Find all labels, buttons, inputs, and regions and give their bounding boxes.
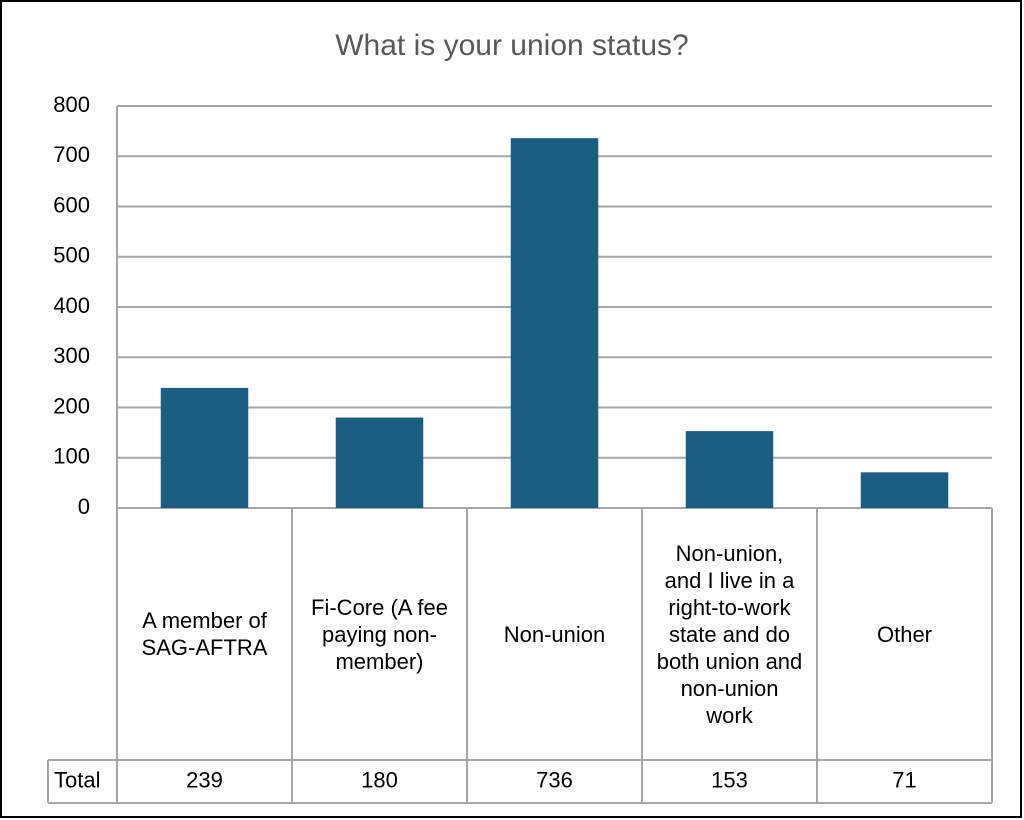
table-value: 239 (186, 767, 223, 792)
table-value: 180 (361, 767, 398, 792)
bar (860, 472, 949, 508)
table-value: 153 (711, 767, 748, 792)
table-value: 736 (536, 767, 573, 792)
bar (160, 387, 249, 508)
legend-label: Total (54, 767, 100, 792)
bar (335, 417, 424, 508)
y-tick-label: 500 (53, 243, 90, 268)
bar (685, 431, 774, 508)
table-value: 71 (892, 767, 916, 792)
y-tick-label: 600 (53, 192, 90, 217)
bar (510, 138, 599, 508)
x-tick-label: Fi-Core (A fee paying non-member) (311, 594, 448, 674)
x-tick-label: Non-union, and I live in a right-to-work… (656, 540, 803, 728)
x-tick-label: Non-union (503, 621, 606, 647)
x-tick-label: A member of SAG-AFTRA (141, 608, 268, 660)
y-tick-label: 700 (53, 142, 90, 167)
y-tick-label: 800 (53, 92, 90, 117)
chart-title: What is your union status? (335, 29, 689, 62)
x-tick-label: Other (876, 621, 933, 647)
y-tick-label: 200 (53, 393, 90, 418)
y-tick-label: 0 (78, 494, 90, 519)
y-tick-label: 100 (53, 444, 90, 469)
y-tick-label: 400 (53, 293, 90, 318)
y-tick-label: 300 (53, 343, 90, 368)
